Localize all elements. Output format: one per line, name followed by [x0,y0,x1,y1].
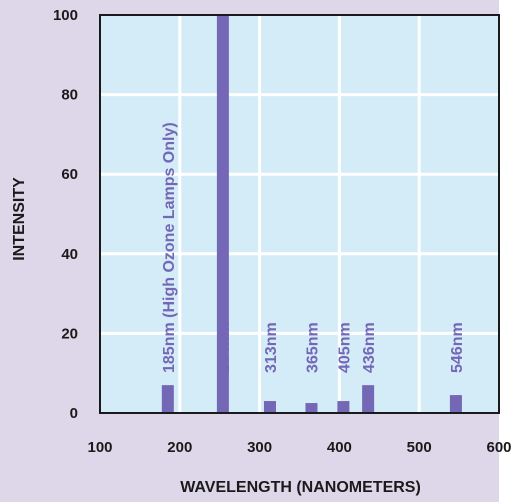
plot-frame [99,14,500,414]
y-tick-label: 20 [61,325,78,342]
line-label-layer: 185nm (High Ozone Lamps Only) 254nm 313nm 3… [161,122,466,373]
grid-layer [100,15,499,413]
spectral-line-label: 436nm [361,322,378,373]
y-tick-labels: 0 20 40 60 80 100 [53,7,78,422]
spectral-line-label: 405nm [336,322,353,373]
spectral-line-label: 185nm (High Ozone Lamps Only) [161,122,178,373]
spectral-bar [161,385,174,413]
spectral-bar [263,401,276,413]
y-tick-label: 60 [61,166,78,183]
spectral-bar [337,401,350,413]
x-axis-title: WAVELENGTH (NANOMETERS) [180,479,421,496]
x-tick-label: 300 [247,439,272,456]
x-tick-label: 600 [486,439,511,456]
y-axis-title: INTENSITY [11,177,28,261]
spectral-line-label: 546nm [449,322,466,373]
bar-layer [161,15,462,413]
y-tick-label: 40 [61,246,78,263]
x-tick-labels: 100 200 300 400 500 600 [87,439,511,456]
y-tick-label: 100 [53,7,78,24]
x-tick-label: 400 [327,439,352,456]
x-tick-label: 200 [167,439,192,456]
spectral-line-label: 313nm [263,322,280,373]
plot-area [100,15,499,413]
spectral-line-label: 365nm [304,322,321,373]
spectral-bar [449,395,462,413]
y-tick-label: 0 [70,405,78,422]
x-tick-label: 100 [87,439,112,456]
y-tick-label: 80 [61,87,78,104]
spectral-bar [362,385,375,413]
spectral-bar [305,403,318,413]
spectral-line-label: 254nm [216,322,233,373]
x-tick-label: 500 [407,439,432,456]
spectral-bar [216,15,229,413]
